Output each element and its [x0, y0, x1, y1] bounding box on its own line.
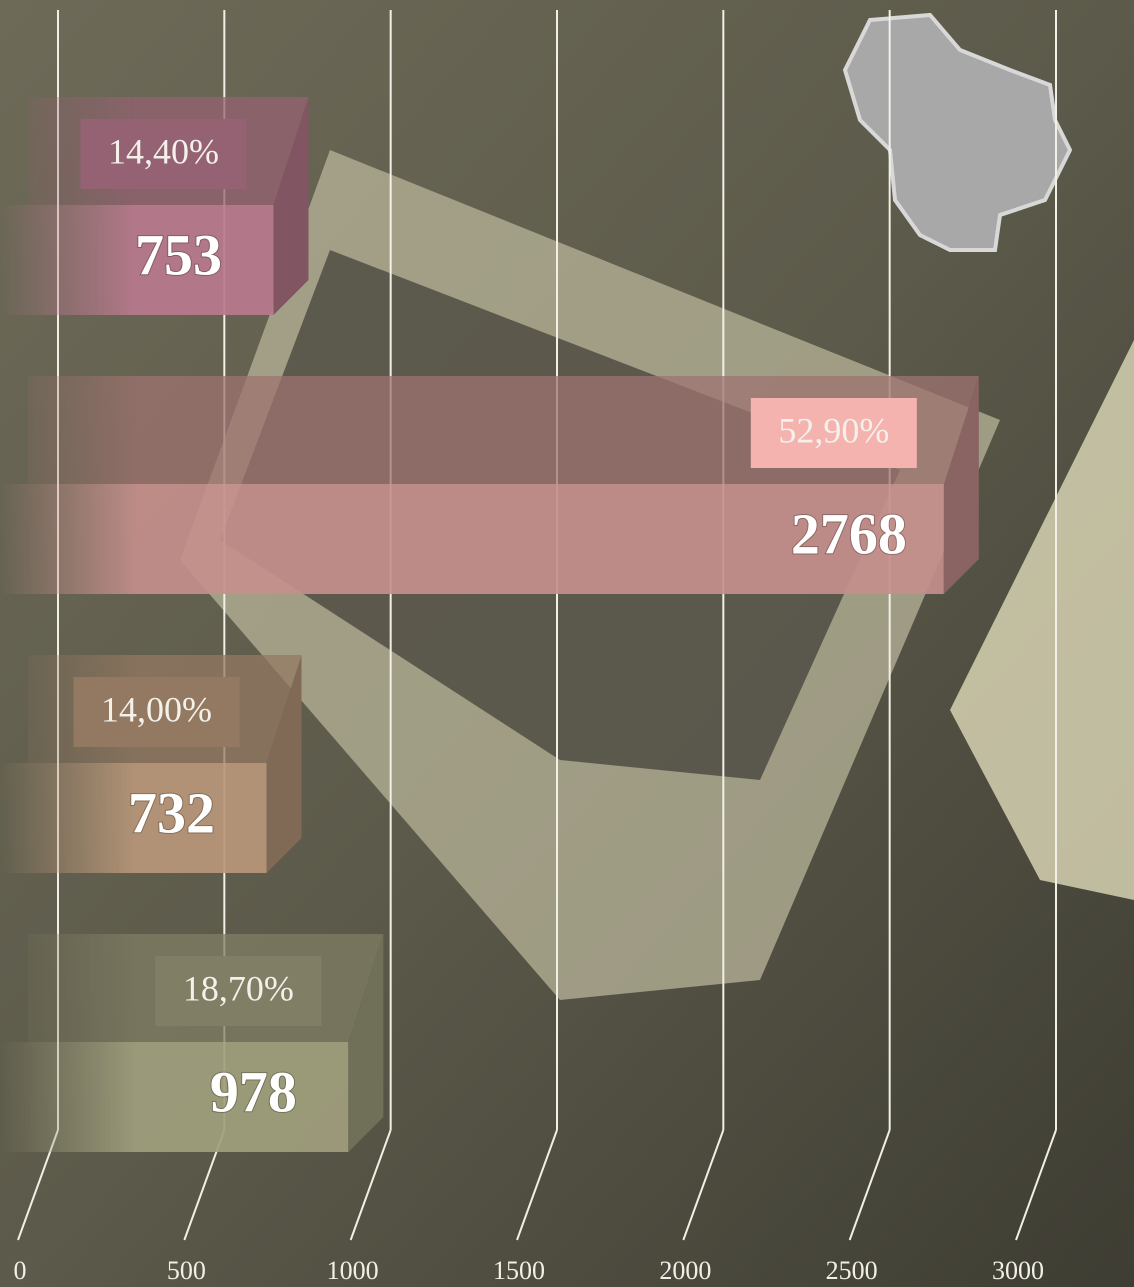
bar-side: [273, 97, 309, 315]
percent-box: [73, 677, 240, 747]
x-tick-label: 0: [14, 1256, 27, 1285]
bar: [0, 1042, 349, 1152]
tick-slant: [682, 1129, 725, 1241]
bar-side: [348, 934, 384, 1152]
percent-label: 14,40%: [108, 131, 219, 171]
value-label: 753: [135, 222, 222, 287]
x-tick-label: 2000: [659, 1256, 711, 1285]
percent-label: 14,00%: [101, 689, 212, 729]
tick-slant: [848, 1129, 891, 1241]
tick-slant: [516, 1129, 558, 1241]
tick-slant: [1015, 1129, 1057, 1241]
x-tick-label: 3000: [992, 1256, 1044, 1285]
bar: [0, 763, 267, 873]
percent-label: 18,70%: [183, 968, 294, 1008]
bar: [0, 484, 944, 594]
percent-box: [155, 956, 322, 1026]
bar-side: [266, 655, 302, 873]
value-label: 732: [128, 780, 215, 845]
percent-box: [750, 398, 917, 468]
paper: [950, 340, 1134, 900]
percent-label: 52,90%: [778, 410, 889, 450]
x-tick-label: 1500: [493, 1256, 545, 1285]
x-tick-label: 2500: [826, 1256, 878, 1285]
value-label: 978: [210, 1059, 297, 1124]
bar-side: [943, 376, 979, 594]
x-tick-label: 1000: [327, 1256, 379, 1285]
tick-slant: [349, 1129, 392, 1241]
value-label: 2768: [791, 501, 907, 566]
percent-box: [80, 119, 247, 189]
bar-top: [28, 376, 979, 484]
x-tick-label: 500: [167, 1256, 206, 1285]
bar-group: [0, 376, 979, 594]
region-map: [842, 12, 1073, 252]
bar: [0, 205, 274, 315]
